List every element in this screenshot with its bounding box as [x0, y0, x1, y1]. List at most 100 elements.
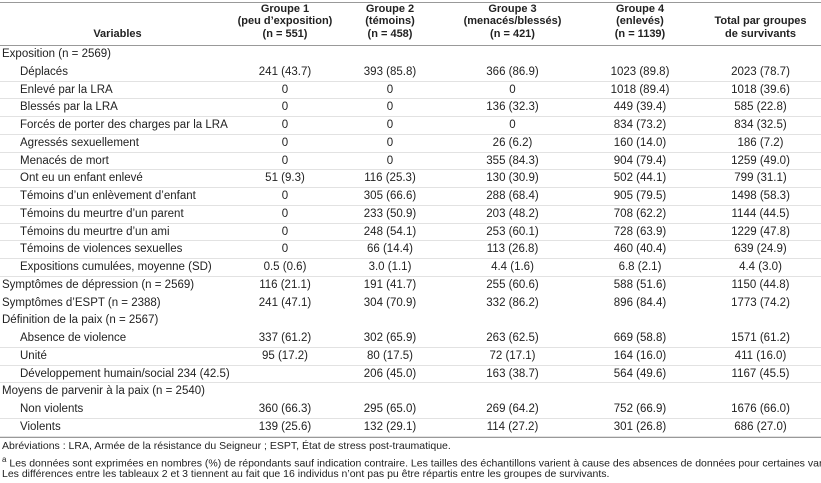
section-title: Définition de la paix (n = 2567) — [2, 314, 159, 327]
cell: 136 (32.3) — [486, 101, 539, 114]
footnote: a Les données sont exprimées en nombres … — [2, 453, 821, 471]
section-title: Symptômes de dépression (n = 2569) — [2, 278, 195, 291]
row-rule — [0, 80, 821, 82]
row-label: Absence de violence — [20, 332, 127, 344]
header-line: Groupe 4 — [615, 2, 665, 15]
column-header: Groupe 4 (enlevés) (n = 1139) — [580, 3, 700, 41]
cell: 0 — [281, 190, 289, 202]
cell: 0 — [386, 119, 394, 131]
cell: 564 (49.6) — [613, 367, 667, 380]
cell: 114 (27.2) — [486, 420, 539, 433]
rule — [0, 2, 821, 3]
cell: 186 (7.2) — [737, 136, 784, 149]
cell: 295 (65.0) — [363, 403, 417, 415]
header-line: (enlevés) — [616, 15, 664, 27]
row-rule — [0, 382, 821, 384]
row-rule — [0, 169, 821, 171]
footnote-text: Les différences entre les tableaux 2 et … — [2, 467, 610, 480]
row-rule — [0, 222, 821, 224]
row-rule — [0, 151, 821, 153]
cell: 0 — [281, 207, 289, 220]
cell: 1259 (49.0) — [731, 154, 790, 167]
cell: 305 (66.6) — [363, 190, 417, 202]
cell: 1018 (89.4) — [610, 83, 670, 96]
cell: 1150 (44.8) — [731, 278, 790, 291]
row-label: Expositions cumulées, moyenne (SD) — [20, 261, 212, 273]
row-rule — [0, 98, 821, 100]
cell: 248 (54.1) — [363, 225, 417, 238]
row-label: Agressés sexuellement — [20, 136, 139, 149]
cell: 130 (30.9) — [486, 172, 539, 185]
rule — [0, 436, 821, 438]
row-rule — [0, 346, 821, 348]
cell: 799 (31.1) — [734, 172, 787, 185]
cell: 51 (9.3) — [265, 172, 305, 185]
row-label: Menacés de mort — [20, 154, 109, 167]
row-label: Enlevé par la LRA — [20, 83, 113, 96]
header-line: (menacés/blessés) — [463, 15, 562, 27]
cell: 708 (62.2) — [613, 207, 667, 220]
cell: 834 (32.5) — [734, 119, 787, 131]
cell: 1229 (47.8) — [731, 225, 790, 238]
cell: 3.0 (1.1) — [368, 261, 412, 273]
cell: 263 (62.5) — [486, 332, 539, 344]
row-label: Violents — [20, 420, 61, 433]
cell: 72 (17.1) — [489, 349, 536, 362]
header-line: (n = 551) — [262, 27, 308, 40]
cell: 904 (79.4) — [613, 154, 667, 167]
section-title: Symptômes d’ESPT (n = 2388) — [2, 296, 161, 309]
column-header: Groupe 3 (menacés/blessés) (n = 421) — [445, 3, 580, 41]
cell: 905 (79.5) — [613, 190, 667, 202]
header-line: de survivants — [725, 27, 796, 40]
cell: 1144 (44.5) — [731, 207, 790, 220]
cell: 255 (60.6) — [486, 278, 539, 291]
cell: 0 — [509, 83, 516, 96]
cell: 269 (64.2) — [486, 403, 539, 415]
cell: 449 (39.4) — [613, 101, 667, 114]
cell: 332 (86.2) — [486, 296, 539, 309]
cell: 669 (58.8) — [613, 332, 667, 344]
cell: 0 — [281, 119, 289, 131]
header-line: (n = 458) — [367, 27, 413, 40]
cell: 896 (84.4) — [613, 296, 667, 309]
cell: 1018 (39.6) — [731, 83, 790, 96]
cell: 132 (29.1) — [363, 420, 417, 433]
cell: 366 (86.9) — [486, 65, 539, 78]
cell: 0 — [386, 136, 394, 149]
row-label: Déplacés — [20, 65, 68, 78]
cell: 0 — [281, 83, 289, 96]
row-rule — [0, 116, 821, 117]
cell: 241 (43.7) — [258, 65, 312, 78]
cell: 728 (63.9) — [613, 225, 667, 238]
footnote: Abréviations : LRA, Armée de la résistan… — [2, 439, 451, 453]
cell: 116 (21.1) — [259, 278, 311, 291]
cell: 0 — [281, 225, 289, 238]
row-label: Forcés de porter des charges par la LRA — [20, 119, 228, 131]
cell: 1571 (61.2) — [731, 332, 790, 344]
cell: 0 — [281, 154, 289, 167]
header-line: Variables — [93, 28, 142, 40]
row-label: Témoins du meurtre d’un ami — [20, 225, 170, 238]
cell: 0 — [281, 101, 289, 114]
row-rule — [0, 364, 821, 366]
header-line: (n = 421) — [490, 27, 535, 40]
column-header: Groupe 2 (témoins) (n = 458) — [335, 3, 445, 41]
cell: 302 (65.9) — [363, 332, 417, 344]
cell: 585 (22.8) — [734, 101, 787, 114]
cell: 160 (14.0) — [613, 136, 667, 149]
row-label: Blessés par la LRA — [20, 101, 118, 114]
cell: 304 (70.9) — [363, 296, 417, 309]
column-header: Groupe 1 (peu d’exposition) (n = 551) — [235, 3, 335, 41]
cell: 834 (73.2) — [613, 119, 667, 131]
cell: 66 (14.4) — [366, 243, 414, 256]
cell: 6.8 (2.1) — [618, 261, 662, 273]
row-rule — [0, 258, 821, 259]
cell: 752 (66.9) — [613, 403, 667, 415]
cell: 80 (17.5) — [366, 349, 414, 362]
cell: 163 (38.7) — [486, 367, 539, 380]
header-line: Groupe 3 — [488, 2, 537, 15]
cell: 360 (66.3) — [258, 403, 312, 415]
cell: 139 (25.6) — [258, 420, 312, 433]
cell: 0 — [281, 243, 289, 256]
